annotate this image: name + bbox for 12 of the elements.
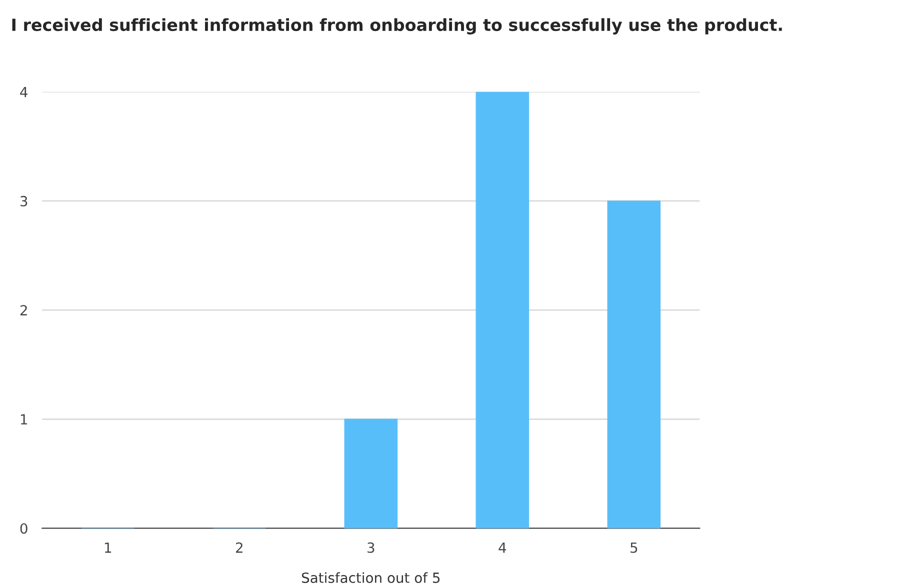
y-tick-label: 1 [20,414,27,424]
y-tick-label: 3 [20,196,28,206]
y-tick-label: 0 [20,523,28,534]
x-tick-label: 4 [498,542,506,553]
y-tick-label: 4 [20,86,28,98]
x-axis-title: Satisfaction out of 5 [302,572,440,584]
x-tick-label: 1 [105,542,112,553]
x-tick-label: 2 [236,542,242,553]
y-tick-label: 2 [20,305,27,316]
x-tick-label: 3 [368,542,374,553]
x-tick-label: 5 [630,542,638,553]
chart-title: I received sufficient information from onboarding to successfully use the product. [12,18,782,34]
